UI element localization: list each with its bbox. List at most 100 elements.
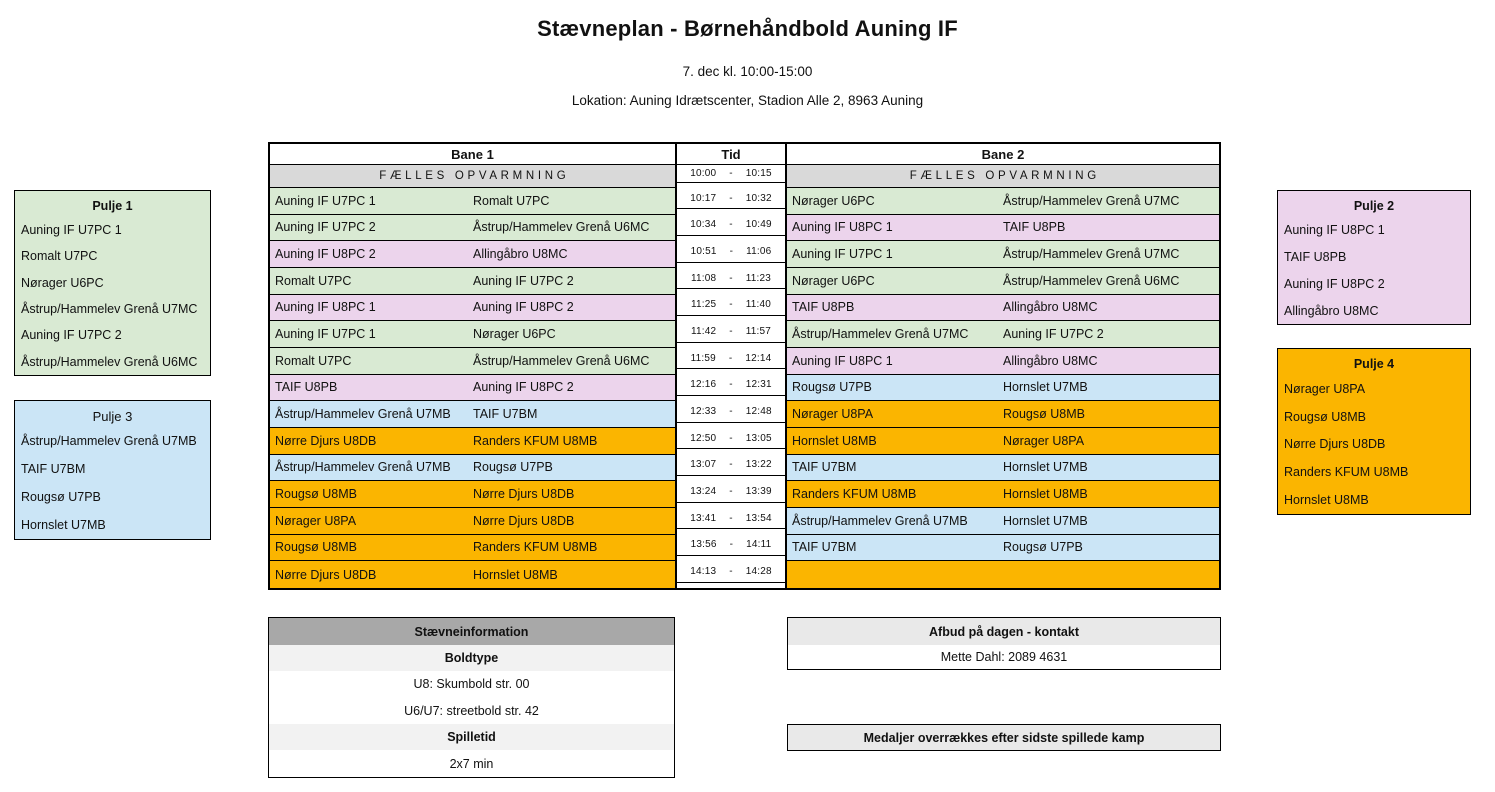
time-end: 12:14	[745, 352, 772, 364]
away-team: Randers KFUM U8MB	[473, 540, 598, 555]
time-end: 13:22	[745, 459, 772, 471]
time-range: 11:42-11:57	[677, 321, 785, 343]
time-cell: 14:13-14:28	[675, 561, 787, 588]
schedule-table: Bane 1 Tid Bane 2 FÆLLES OPVARMNING 10:0…	[268, 142, 1221, 590]
time-start: 12:50	[690, 432, 717, 444]
home-team: Hornslet U8MB	[792, 433, 877, 448]
time-start: 11:42	[690, 325, 717, 337]
pool-team: TAIF U8PB	[1284, 250, 1347, 265]
home-team: Rougsø U8MB	[275, 487, 357, 502]
home-team: TAIF U7BM	[792, 460, 857, 475]
away-team: Allingåbro U8MC	[1003, 300, 1098, 315]
time-range: 10:34-10:49	[677, 215, 785, 236]
match-bane1: Auning IF U7PC 1 Romalt U7PC	[270, 188, 675, 215]
info-line: U8: Skumbold str. 00	[269, 671, 674, 698]
time-cell: 11:25-11:40	[675, 294, 787, 322]
match-bane1: Nørre Djurs U8DB Hornslet U8MB	[270, 561, 675, 588]
match-bane1: Åstrup/Hammelev Grenå U7MB Rougsø U7PB	[270, 454, 675, 482]
time-range: 14:13-14:28	[677, 561, 785, 583]
pool-team: Nørre Djurs U8DB	[1284, 437, 1386, 452]
info-line: 2x7 min	[269, 750, 674, 778]
away-team: Hornslet U7MB	[1003, 460, 1088, 475]
away-team: Hornslet U8MB	[473, 567, 558, 582]
time-cell: 12:16-12:31	[675, 374, 787, 402]
time-start: 11:25	[690, 299, 717, 311]
tournament-info-box: Stævneinformation Boldtype U8: Skumbold s…	[268, 617, 675, 778]
match-bane1: Romalt U7PC Åstrup/Hammelev Grenå U6MC	[270, 347, 675, 375]
home-team: Auning IF U7PC 1	[275, 193, 376, 208]
time-range: 11:59-12:14	[677, 348, 785, 370]
home-team: Romalt U7PC	[275, 273, 352, 288]
away-team: Auning IF U8PC 2	[473, 300, 574, 315]
time-cell: 10:51-11:06	[675, 241, 787, 268]
time-start: 10:17	[690, 192, 717, 204]
away-team: Hornslet U8MB	[1003, 487, 1088, 502]
home-team: Åstrup/Hammelev Grenå U7MB	[792, 513, 968, 528]
away-team: Romalt U7PC	[473, 193, 550, 208]
away-team: Hornslet U7MB	[1003, 380, 1088, 395]
time-range: 13:07-13:22	[677, 455, 785, 476]
time-dash: -	[729, 219, 733, 231]
time-range: 12:33-12:48	[677, 401, 785, 423]
away-team: Åstrup/Hammelev Grenå U6MC	[473, 220, 650, 235]
pool-team: Auning IF U7PC 2	[21, 328, 122, 343]
home-team: Randers KFUM U8MB	[792, 487, 917, 502]
time-end: 13:39	[745, 485, 772, 497]
time-end: 10:49	[745, 219, 772, 231]
away-team: Auning IF U7PC 2	[1003, 327, 1104, 342]
time-start: 13:56	[690, 539, 717, 551]
pool-team: Auning IF U8PC 1	[1284, 223, 1385, 238]
time-dash: -	[729, 192, 733, 204]
time-range: 10:51-11:06	[677, 241, 785, 263]
column-header-tid: Tid	[675, 144, 787, 165]
home-team: Åstrup/Hammelev Grenå U7MC	[792, 327, 969, 342]
home-team: Auning IF U8PC 1	[792, 220, 893, 235]
time-cell: 12:50-13:05	[675, 427, 787, 455]
home-team: Auning IF U7PC 1	[275, 327, 376, 342]
time-range: 13:41-13:54	[677, 508, 785, 530]
match-bane2: Auning IF U8PC 1 TAIF U8PB	[787, 214, 1219, 242]
info-box-body: Boldtype U8: Skumbold str. 00 U6/U7: stree…	[269, 645, 674, 778]
match-bane2: Åstrup/Hammelev Grenå U7MB Hornslet U7MB	[787, 507, 1219, 535]
home-team: Nørager U8PA	[792, 407, 874, 422]
pool-team-list: Auning IF U7PC 1 Romalt U7PC Nørager U6PC Å…	[15, 217, 210, 375]
pool-team: Auning IF U8PC 2	[1284, 276, 1385, 291]
match-bane1: Auning IF U8PC 2 Allingåbro U8MC	[270, 241, 675, 268]
match-bane1: Åstrup/Hammelev Grenå U7MB TAIF U7BM	[270, 401, 675, 428]
time-start: 14:13	[690, 565, 717, 577]
time-end: 14:28	[745, 565, 772, 577]
time-cell: 11:42-11:57	[675, 321, 787, 348]
pool-team: Allingåbro U8MC	[1284, 303, 1379, 318]
away-team: Hornslet U7MB	[1003, 513, 1088, 528]
match-bane2: Auning IF U8PC 1 Allingåbro U8MC	[787, 347, 1219, 375]
pool-team: Åstrup/Hammelev Grenå U7MC	[21, 302, 198, 317]
time-end: 11:57	[745, 325, 772, 337]
pool-team: TAIF U7BM	[21, 462, 86, 476]
time-dash: -	[729, 565, 733, 577]
pool-team: Nørager U6PC	[21, 275, 104, 290]
time-dash: -	[729, 512, 733, 524]
time-start: 13:41	[690, 512, 717, 524]
time-end: 14:11	[746, 539, 772, 551]
match-bane2: Nørager U6PC Åstrup/Hammelev Grenå U6MC	[787, 267, 1219, 295]
match-bane2: Hornslet U8MB Nørager U8PA	[787, 427, 1219, 455]
away-team: Auning IF U8PC 2	[473, 380, 574, 395]
match-bane2: TAIF U8PB Allingåbro U8MC	[787, 294, 1219, 322]
time-end: 10:15	[745, 168, 772, 180]
contact-box-content: Mette Dahl: 2089 4631	[940, 650, 1068, 664]
home-team: Rougsø U7PB	[792, 380, 872, 395]
home-team: Nørager U6PC	[792, 193, 875, 208]
pool-team: Åstrup/Hammelev Grenå U6MC	[21, 354, 198, 369]
time-start: 12:33	[690, 405, 717, 417]
pool-team: Hornslet U7MB	[21, 518, 106, 532]
match-bane1: Romalt U7PC Auning IF U7PC 2	[270, 267, 675, 295]
match-bane2: Nørager U6PC Åstrup/Hammelev Grenå U7MC	[787, 188, 1219, 215]
time-range: 11:08-11:23	[677, 268, 785, 290]
pool-team: Hornslet U8MB	[1284, 493, 1369, 508]
match-bane2	[787, 561, 1219, 588]
home-team: Nørre Djurs U8DB	[275, 433, 377, 448]
away-team: Åstrup/Hammelev Grenå U6MC	[1003, 273, 1180, 288]
time-range: 10:17-10:32	[677, 188, 785, 210]
event-location: Lokation: Auning Idrætscenter, Stadion A…	[571, 93, 924, 108]
time-dash: -	[729, 299, 733, 311]
